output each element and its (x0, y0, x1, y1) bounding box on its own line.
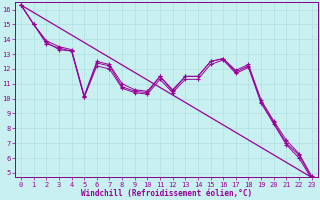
X-axis label: Windchill (Refroidissement éolien,°C): Windchill (Refroidissement éolien,°C) (81, 189, 252, 198)
